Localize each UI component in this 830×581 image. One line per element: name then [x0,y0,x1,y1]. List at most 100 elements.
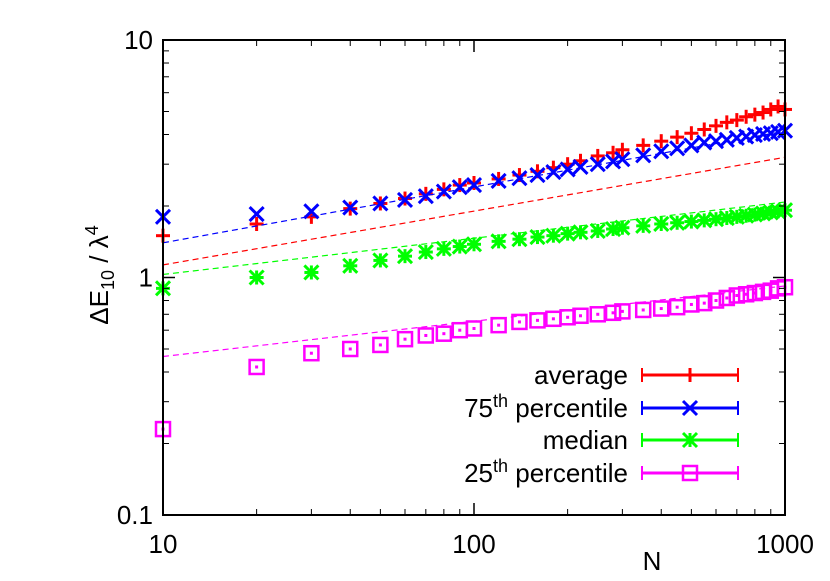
data-point-average [436,182,451,197]
data-point-75th-percentile [529,166,546,184]
marker-stroke [634,301,652,319]
marker-stroke [511,231,528,248]
legend-label-25th-percentile: 25th percentile [464,456,628,488]
marker-stroke [342,199,359,216]
x-tick-label: 100 [452,529,495,559]
data-point-average [670,130,685,145]
marker-stroke [529,312,546,329]
data-point-25th-percentile [634,301,652,319]
marker-stroke [248,269,265,286]
marker-stroke [417,327,435,344]
data-point-median [303,264,320,281]
marker-stroke [303,203,320,220]
marker-stroke [728,287,746,304]
data-point-75th-percentile [465,177,483,194]
data-point-75th-percentile [490,172,507,190]
marker-stroke [696,294,713,312]
y-tick-label: 10 [124,25,153,55]
marker-stroke [683,213,700,230]
legend-marker-median [681,431,699,449]
marker-stroke [604,304,622,322]
marker-stroke [451,238,468,255]
marker-stroke [396,248,414,265]
marker-stroke [511,313,528,331]
marker-stroke [529,166,546,184]
marker-stroke [435,325,453,342]
marker-stroke [737,286,755,303]
marker-stroke [303,344,320,362]
marker-stroke [653,143,670,160]
data-point-25th-percentile [451,321,469,339]
marker-stroke [635,217,652,234]
data-point-75th-percentile [605,153,622,170]
legend-marker-25th-percentile [681,464,699,482]
marker-stroke [652,300,670,317]
data-point-average [763,102,778,117]
marker-stroke [669,140,686,157]
marker-stroke [605,153,622,170]
marker-stroke [545,163,562,181]
marker-stroke [490,233,507,250]
data-point-average [697,122,712,137]
data-point-average [636,138,651,153]
marker-stroke [435,183,452,200]
marker-stroke [342,257,359,274]
data-point-25th-percentile [248,358,265,376]
marker-stroke [653,215,670,233]
marker-stroke [559,161,576,178]
marker-dot [725,296,729,300]
marker-dot [535,318,539,322]
data-point-25th-percentile [465,320,483,337]
y-axis-label-main: ΔE [84,290,114,325]
data-point-25th-percentile [707,292,725,309]
data-point-average [684,126,699,141]
data-point-25th-percentile [303,344,320,362]
marker-dot [378,343,382,347]
marker-stroke [614,303,631,320]
marker-stroke [465,320,483,337]
marker-dot [735,293,739,297]
data-point-75th-percentile [435,183,452,200]
y-axis-label-superscript: 4 [82,225,102,235]
data-point-average [418,186,433,201]
data-point-25th-percentile [718,289,736,307]
data-point-median [545,227,562,244]
data-point-75th-percentile [653,143,670,160]
fit-line-average [162,156,786,266]
data-point-75th-percentile [396,191,414,209]
data-point-75th-percentile [511,170,528,187]
data-point-25th-percentile [668,298,686,316]
marker-stroke [707,292,725,309]
data-point-median [683,213,700,230]
data-point-25th-percentile [545,310,562,328]
marker-stroke [614,151,631,168]
data-point-median [669,214,686,231]
marker-dot [458,328,462,332]
data-point-average [590,148,605,163]
marker-dot [424,333,428,337]
marker-stroke [372,195,389,212]
marker-stroke [490,172,507,190]
data-point-median [589,222,606,240]
data-point-median [372,252,389,269]
data-point-75th-percentile [635,147,652,164]
legend-label-superscript: th [493,391,508,411]
y-axis-label: ΔE10 / λ4 [82,225,118,324]
marker-stroke [417,188,434,205]
marker-stroke [451,179,468,196]
legend-label-main: 75 [464,393,493,423]
marker-stroke [435,240,452,257]
data-point-25th-percentile [372,336,389,354]
marker-dot [641,308,645,312]
data-point-75th-percentile [669,140,686,157]
x-axis-label: N [643,546,662,576]
marker-dot [611,311,615,315]
marker-stroke [372,336,389,354]
marker-stroke [572,224,589,241]
marker-dot [689,302,693,306]
data-point-25th-percentile [341,340,359,358]
data-point-median [490,233,507,250]
x-tick-label: 10 [149,529,178,559]
data-point-75th-percentile [683,137,700,154]
